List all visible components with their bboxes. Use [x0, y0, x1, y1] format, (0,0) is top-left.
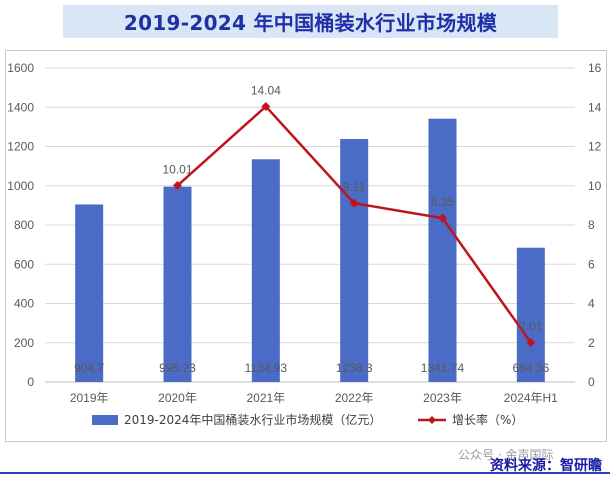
x-tick-label: 2020年 — [158, 391, 197, 405]
y-right-tick-label: 2 — [588, 336, 595, 350]
growth-point — [173, 181, 182, 191]
y-right-tick-label: 8 — [588, 218, 595, 232]
growth-value-label: 2.01 — [519, 320, 543, 334]
bar-value-label: 1238.3 — [336, 361, 373, 375]
bar — [428, 118, 457, 382]
legend-bar-swatch — [92, 415, 118, 425]
y-left-tick-label: 1400 — [7, 100, 34, 114]
chart-title: 2019-2024 年中国桶装水行业市场规模 — [123, 11, 498, 35]
y-left-tick-label: 0 — [27, 375, 34, 389]
x-tick-label: 2023年 — [423, 391, 462, 405]
y-right-tick-label: 4 — [588, 297, 595, 311]
y-left-tick-label: 600 — [14, 257, 34, 271]
bar — [75, 204, 104, 382]
y-left-tick-label: 1200 — [7, 140, 34, 154]
bar — [251, 159, 280, 382]
bar-value-label: 904.7 — [74, 361, 104, 375]
y-right-tick-label: 10 — [588, 179, 602, 193]
bar-value-label: 995.23 — [159, 361, 196, 375]
legend-line-marker — [428, 416, 436, 424]
chart-frame — [5, 50, 607, 442]
growth-point — [349, 198, 359, 208]
bar-value-label: 1341.74 — [421, 361, 465, 375]
x-tick-label: 2021年 — [246, 391, 285, 405]
legend-line-label: 增长率（%） — [452, 412, 523, 427]
growth-point — [526, 338, 536, 348]
bar-value-label: 684.36 — [512, 361, 549, 375]
watermark: 公众号 · 金声国际 — [458, 448, 554, 462]
growth-point — [438, 213, 447, 223]
y-left-tick-label: 400 — [14, 297, 34, 311]
x-tick-label: 2022年 — [335, 391, 374, 405]
y-right-tick-label: 6 — [588, 257, 595, 271]
chart-title-bar: 2019-2024 年中国桶装水行业市场规模 — [63, 5, 558, 38]
y-right-tick-label: 16 — [588, 61, 602, 75]
bar — [340, 138, 369, 382]
growth-value-label: 14.04 — [251, 83, 281, 97]
y-right-tick-label: 14 — [588, 100, 602, 114]
bar-value-label: 1134.93 — [245, 361, 288, 375]
y-left-tick-label: 800 — [14, 218, 34, 232]
growth-value-label: 8.35 — [431, 195, 455, 209]
legend-bar-label: 2019-2024年中国桶装水行业市场规模（亿元） — [124, 412, 381, 427]
growth-point — [261, 101, 271, 111]
source-note: 资料来源：智研瞻 — [490, 458, 602, 474]
growth-value-label: 9.11 — [343, 180, 366, 194]
bar — [163, 186, 192, 382]
y-left-tick-label: 1600 — [7, 61, 34, 75]
bar — [516, 247, 545, 382]
y-left-tick-label: 1000 — [7, 179, 34, 193]
y-right-tick-label: 0 — [588, 375, 595, 389]
bottom-rule — [0, 472, 610, 474]
growth-value-label: 10.01 — [162, 163, 192, 177]
y-right-tick-label: 12 — [588, 140, 602, 154]
y-left-tick-label: 200 — [14, 336, 34, 350]
x-tick-label: 2024年H1 — [504, 391, 558, 405]
x-tick-label: 2019年 — [70, 391, 109, 405]
